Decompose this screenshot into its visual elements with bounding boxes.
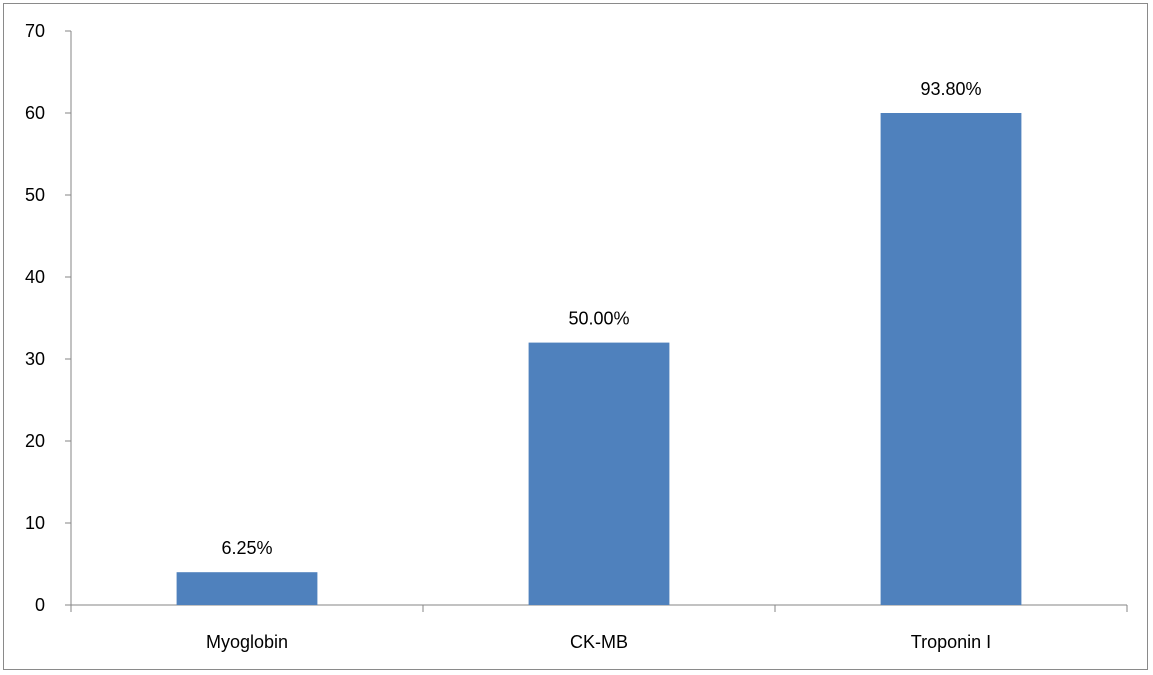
bar-troponin-i (880, 113, 1022, 605)
data-label: 6.25% (221, 538, 272, 558)
category-label: Myoglobin (206, 632, 288, 652)
category-label: CK-MB (570, 632, 628, 652)
bars (176, 113, 1022, 605)
y-tick-label: 70 (25, 21, 45, 41)
data-label: 50.00% (568, 309, 629, 329)
labels: 0 10 20 30 40 50 60 70 6.25% Myoglobin 50.00% CK-MB… (25, 21, 991, 652)
y-tick-label: 30 (25, 349, 45, 369)
y-tick-label: 10 (25, 513, 45, 533)
bar-myoglobin (176, 572, 318, 605)
y-tick-label: 20 (25, 431, 45, 451)
bar-ck-mb (528, 342, 670, 605)
category-label: Troponin I (911, 632, 991, 652)
data-label: 93.80% (920, 79, 981, 99)
y-tick-label: 60 (25, 103, 45, 123)
y-tick-label: 0 (35, 595, 45, 615)
y-tick-label: 40 (25, 267, 45, 287)
y-tick-label: 50 (25, 185, 45, 205)
